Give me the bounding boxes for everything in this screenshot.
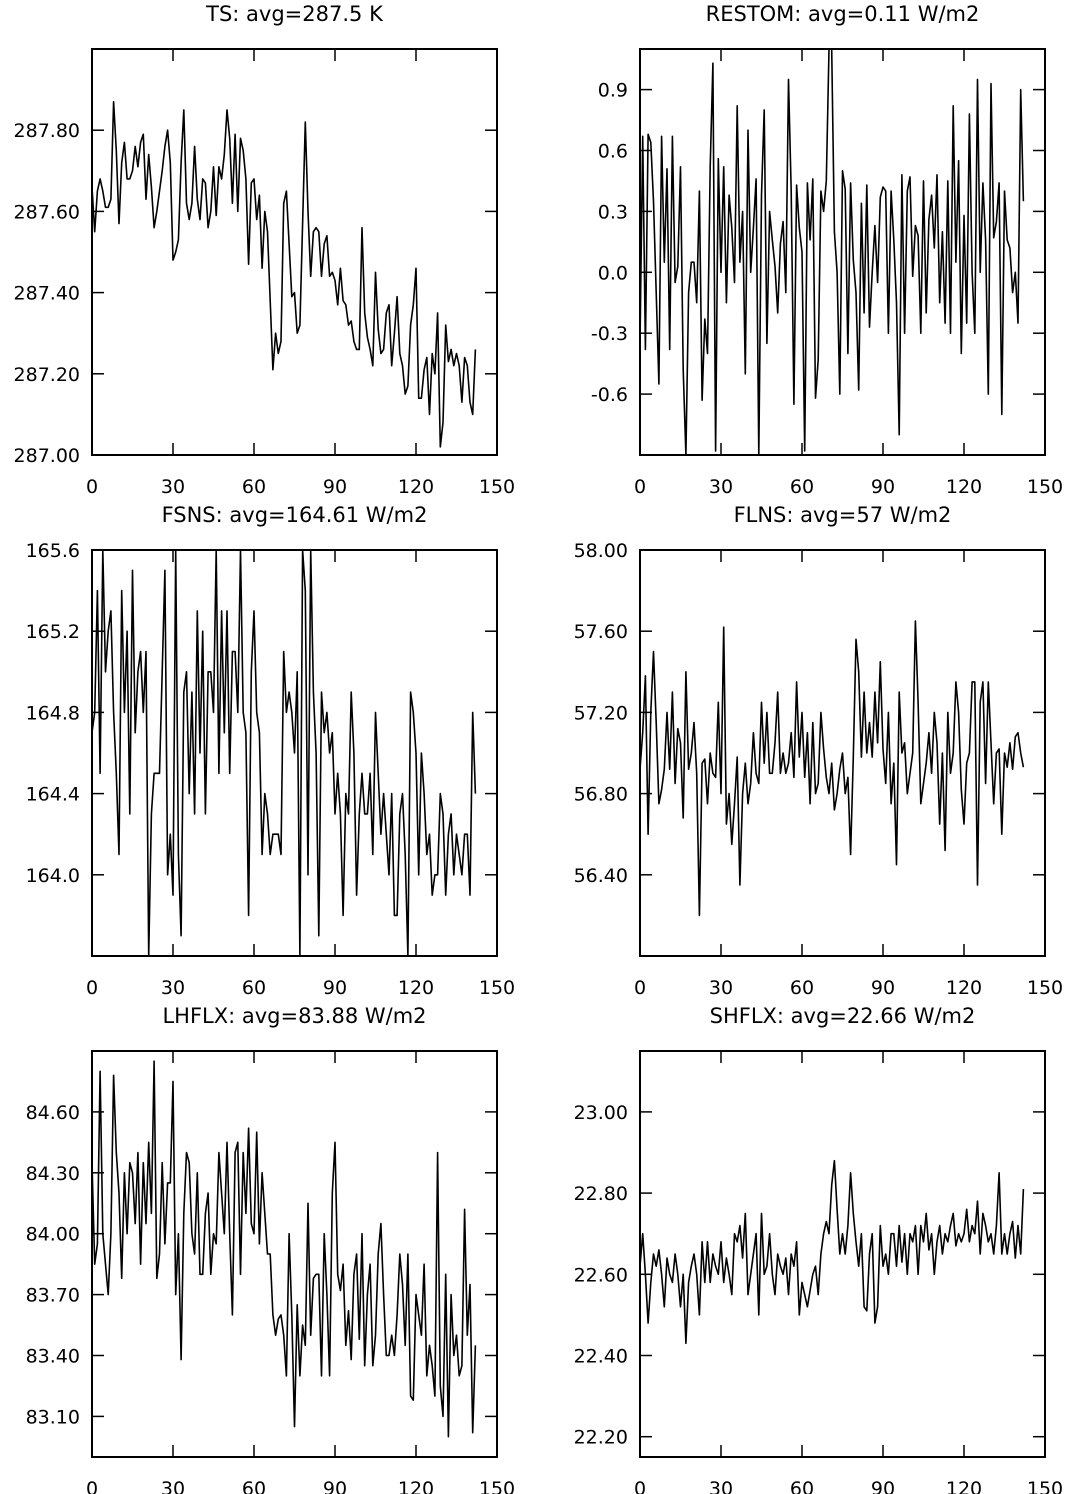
chart-title: TS: avg=287.5 K [205, 2, 384, 26]
plot-frame [639, 549, 1046, 957]
x-tick-label: 120 [946, 1478, 982, 1494]
y-tick-label: -0.3 [591, 323, 628, 345]
y-tick-label: 165.2 [26, 621, 80, 643]
x-tick-label: 0 [86, 476, 98, 498]
y-tick-label: 164.4 [26, 784, 80, 806]
x-tick-label: 60 [790, 476, 814, 498]
panel: FSNS: avg=164.61 W/m2 164.0 164.4 164.8 165.… [26, 503, 516, 999]
x-tick-label: 90 [323, 977, 347, 999]
plot-frame [91, 48, 498, 456]
x-tick-label: 120 [398, 1478, 434, 1494]
x-tick-label: 0 [634, 476, 646, 498]
y-tick-label: 287.00 [14, 445, 80, 467]
x-tick-label: 150 [479, 977, 515, 999]
x-tick-label: 150 [479, 1478, 515, 1494]
x-tick-label: 150 [1027, 977, 1063, 999]
y-tick-label: 164.8 [26, 702, 80, 724]
chart-title: SHFLX: avg=22.66 W/m2 [710, 1004, 976, 1028]
y-tick-label: 0.9 [598, 80, 628, 102]
y-tick-label: 22.60 [574, 1264, 628, 1286]
x-tick-label: 90 [323, 1478, 347, 1494]
data-line [640, 49, 1025, 455]
data-line [640, 1159, 1025, 1345]
panel: LHFLX: avg=83.88 W/m2 83.10 83.40 83.70 84.0… [26, 1004, 516, 1494]
x-tick-label: 90 [871, 977, 895, 999]
x-tick-label: 120 [946, 476, 982, 498]
y-tick-label: 22.40 [574, 1346, 628, 1368]
x-tick-label: 30 [161, 1478, 185, 1494]
y-tick-label: 287.60 [14, 201, 80, 223]
chart-title: FLNS: avg=57 W/m2 [734, 503, 952, 527]
y-tick-label: 165.6 [26, 540, 80, 562]
y-tick-label: 84.30 [26, 1163, 80, 1185]
plot-frame [91, 1050, 498, 1458]
panel: TS: avg=287.5 K 287.00 287.20 287.40 287.60 2… [14, 2, 516, 498]
y-tick-label: 84.00 [26, 1224, 80, 1246]
chart-title: RESTOM: avg=0.11 W/m2 [706, 2, 980, 26]
x-tick-label: 30 [709, 476, 733, 498]
x-tick-label: 30 [709, 1478, 733, 1494]
x-tick-label: 120 [946, 977, 982, 999]
y-tick-label: 0.6 [598, 141, 628, 163]
y-tick-label: 287.20 [14, 364, 80, 386]
x-tick-label: 150 [1027, 1478, 1063, 1494]
panel: FLNS: avg=57 W/m2 56.40 56.80 57.20 57.60 58.… [574, 503, 1064, 999]
y-tick-label: 57.60 [574, 621, 628, 643]
y-tick-label: 0.3 [598, 201, 628, 223]
x-tick-label: 60 [242, 1478, 266, 1494]
x-tick-label: 120 [398, 977, 434, 999]
x-tick-label: 30 [161, 977, 185, 999]
data-line [92, 550, 477, 956]
panel: SHFLX: avg=22.66 W/m2 22.20 22.40 22.60 22.8… [574, 1004, 1064, 1494]
y-tick-label: 83.70 [26, 1285, 80, 1307]
x-tick-label: 120 [398, 476, 434, 498]
y-tick-label: 164.0 [26, 865, 80, 887]
y-tick-label: 56.80 [574, 784, 628, 806]
x-tick-label: 60 [242, 977, 266, 999]
y-tick-label: 83.40 [26, 1346, 80, 1368]
panel: RESTOM: avg=0.11 W/m2 -0.6 -0.3 0.0 0.3 0.6 0.… [591, 2, 1063, 498]
data-line [640, 620, 1025, 917]
x-tick-label: 30 [709, 977, 733, 999]
plot-frame [639, 1050, 1046, 1458]
x-tick-label: 60 [790, 977, 814, 999]
y-tick-label: 83.10 [26, 1406, 80, 1428]
x-tick-label: 60 [242, 476, 266, 498]
x-tick-label: 0 [634, 977, 646, 999]
y-tick-label: 58.00 [574, 540, 628, 562]
x-tick-label: 0 [86, 977, 98, 999]
chart-title: FSNS: avg=164.61 W/m2 [162, 503, 428, 527]
y-tick-label: -0.6 [591, 384, 628, 406]
y-tick-label: 287.80 [14, 120, 80, 142]
data-line [92, 1060, 477, 1438]
y-tick-label: 23.00 [574, 1102, 628, 1124]
y-tick-label: 0.0 [598, 262, 628, 284]
x-tick-label: 0 [634, 1478, 646, 1494]
data-line [92, 100, 477, 448]
plot-frame [91, 549, 498, 957]
x-tick-label: 90 [871, 1478, 895, 1494]
x-tick-label: 150 [1027, 476, 1063, 498]
x-tick-label: 90 [323, 476, 347, 498]
plot-frame [639, 48, 1046, 456]
x-tick-label: 60 [790, 1478, 814, 1494]
y-tick-label: 22.20 [574, 1427, 628, 1449]
x-tick-label: 150 [479, 476, 515, 498]
y-tick-label: 287.40 [14, 283, 80, 305]
chart-title: LHFLX: avg=83.88 W/m2 [162, 1004, 426, 1028]
x-tick-label: 0 [86, 1478, 98, 1494]
y-tick-label: 22.80 [574, 1183, 628, 1205]
x-tick-label: 90 [871, 476, 895, 498]
y-tick-label: 57.20 [574, 702, 628, 724]
x-tick-label: 30 [161, 476, 185, 498]
y-tick-label: 56.40 [574, 865, 628, 887]
y-tick-label: 84.60 [26, 1102, 80, 1124]
